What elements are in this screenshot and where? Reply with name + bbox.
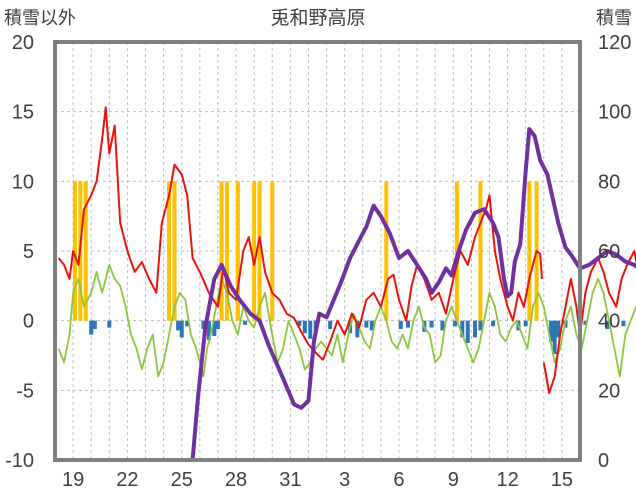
right-tick-label: 20	[598, 380, 620, 402]
negative-bar	[243, 320, 248, 325]
x-tick-label: 28	[225, 469, 247, 491]
negative-bar	[302, 320, 307, 334]
negative-bar	[398, 320, 403, 330]
negative-bar	[369, 320, 374, 331]
x-tick-label: 25	[171, 469, 193, 491]
right-tick-label: 100	[598, 102, 631, 124]
left-axis-title: 積雪以外	[4, 8, 76, 29]
negative-bar	[89, 320, 94, 335]
negative-bar	[297, 320, 302, 327]
negative-bar	[215, 320, 220, 330]
negative-bar	[355, 320, 360, 338]
negative-bar	[107, 320, 112, 328]
left-tick-label: 15	[12, 102, 34, 124]
vertical-gridlines	[54, 42, 563, 460]
precip-bar	[252, 181, 257, 321]
negative-bar	[621, 320, 626, 327]
negative-bar	[549, 320, 554, 342]
x-tick-label: 15	[551, 469, 573, 491]
right-tick-label: 80	[598, 171, 620, 193]
right-axis-title: 積雪	[596, 8, 632, 29]
precip-bar	[270, 181, 275, 321]
negative-bar	[453, 320, 458, 327]
precip-bar	[257, 181, 262, 321]
negative-bar	[176, 320, 181, 331]
negative-bar	[460, 320, 465, 338]
negative-bar	[556, 320, 561, 338]
negative-bar	[491, 320, 496, 327]
negative-bar	[552, 320, 557, 355]
negative-bar	[92, 320, 97, 330]
precip-bar	[527, 181, 532, 321]
negative-bar	[206, 320, 211, 341]
plot-frame	[53, 40, 582, 462]
precip-bar	[83, 181, 88, 321]
x-tick-label: 31	[279, 469, 301, 491]
negative-bar	[179, 320, 184, 338]
precip-bar	[72, 181, 77, 321]
left-tick-label: 0	[23, 311, 34, 333]
precip-bar	[235, 181, 240, 321]
max-temp-line	[57, 106, 543, 361]
negative-bar	[440, 320, 445, 331]
right-tick-label: 40	[598, 311, 620, 333]
right-tick-labels: 0 20 40 60 80 100 120	[598, 32, 631, 472]
negative-bar	[523, 320, 528, 327]
precip-bar	[219, 181, 224, 321]
precip-bar	[172, 181, 177, 321]
left-tick-label: 20	[12, 32, 34, 54]
x-tick-label: 19	[62, 469, 84, 491]
negative-bar	[406, 320, 411, 328]
precip-bar	[384, 181, 389, 321]
negative-bars	[89, 320, 636, 355]
x-tick-label: 22	[116, 469, 138, 491]
right-tick-label: 120	[598, 32, 631, 54]
negative-bar	[364, 320, 369, 328]
left-tick-label: -5	[16, 380, 34, 402]
x-tick-labels: 19 22 25 28 31 3 6 9 12 15	[62, 469, 573, 491]
negative-bar	[465, 320, 470, 343]
negative-bar	[429, 320, 434, 328]
max-temp-line	[542, 250, 636, 395]
x-tick-label: 3	[339, 469, 350, 491]
precip-bar	[167, 181, 172, 321]
left-tick-label: -10	[5, 450, 34, 472]
negative-bar	[605, 320, 610, 330]
negative-bar	[328, 320, 333, 330]
negative-bar	[308, 320, 313, 339]
chart-title: 兎和野高原	[270, 7, 365, 29]
negative-bar	[201, 320, 206, 330]
x-tick-label: 6	[393, 469, 404, 491]
negative-bar	[473, 320, 477, 338]
precip-bar	[224, 181, 229, 321]
right-tick-label: 60	[598, 241, 620, 263]
left-tick-label: 10	[12, 171, 34, 193]
x-tick-label: 9	[448, 469, 459, 491]
negative-bar	[478, 320, 483, 331]
right-tick-label: 0	[598, 450, 609, 472]
left-tick-label: 5	[23, 241, 34, 263]
x-tick-label: 12	[496, 469, 518, 491]
precip-bar	[478, 181, 483, 321]
snow-depth-line	[58, 127, 636, 462]
negative-bar	[583, 320, 588, 325]
negative-bar	[212, 320, 217, 336]
negative-bar	[185, 320, 190, 327]
left-tick-labels: -10 -5 0 5 10 15 20	[5, 32, 34, 472]
